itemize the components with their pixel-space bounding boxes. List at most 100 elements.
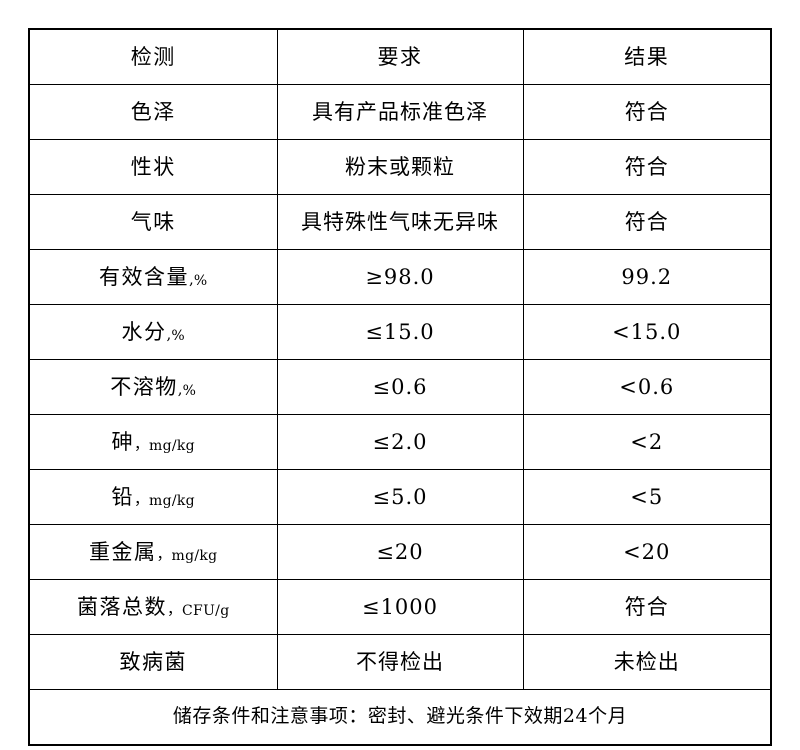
requirement-value: 不得检出 bbox=[356, 649, 444, 674]
cell-requirement: 不得检出 bbox=[276, 634, 524, 690]
item-unit: % bbox=[171, 327, 185, 344]
table-row: 水分,% ≤15.0 <15.0 bbox=[28, 304, 772, 360]
result-value: 符合 bbox=[624, 209, 669, 234]
item-label: 铅 bbox=[111, 484, 135, 509]
item-unit: mg/kg bbox=[149, 437, 195, 454]
cell-item: 致病菌 bbox=[28, 634, 278, 690]
result-value: <20 bbox=[623, 539, 671, 564]
cell-item: 重金属，mg/kg bbox=[28, 524, 278, 580]
cell-item: 菌落总数，CFU/g bbox=[28, 579, 278, 635]
cell-requirement: ≤0.6 bbox=[276, 359, 524, 415]
cell-result: 未检出 bbox=[522, 634, 772, 690]
table-row: 砷，mg/kg ≤2.0 <2 bbox=[28, 414, 772, 470]
cell-item: 水分,% bbox=[28, 304, 278, 360]
cell-item: 气味 bbox=[28, 194, 278, 250]
table-row: 气味 具特殊性气味无异味 符合 bbox=[28, 194, 772, 250]
cell-item: 不溶物,% bbox=[28, 359, 278, 415]
header-label-result: 结果 bbox=[624, 44, 670, 69]
table-row: 不溶物,% ≤0.6 <0.6 bbox=[28, 359, 772, 415]
item-separator: ， bbox=[167, 599, 183, 618]
item-label: 砷 bbox=[111, 429, 135, 454]
cell-result: <0.6 bbox=[522, 359, 772, 415]
result-value: <0.6 bbox=[619, 374, 675, 399]
item-separator: ， bbox=[134, 489, 150, 508]
item-unit: mg/kg bbox=[149, 492, 195, 509]
cell-requirement: ≤20 bbox=[276, 524, 524, 580]
cell-requirement: 具有产品标准色泽 bbox=[276, 84, 524, 140]
result-value: 符合 bbox=[624, 99, 669, 124]
table-body: 检测 要求 结果 色泽 具有产品标准色泽 符合 bbox=[28, 28, 772, 746]
item-label: 气味 bbox=[130, 209, 176, 234]
requirement-value: ≤20 bbox=[376, 539, 424, 564]
cell-requirement: ≤2.0 bbox=[276, 414, 524, 470]
header-cell-item: 检测 bbox=[28, 28, 278, 85]
table-row: 致病菌 不得检出 未检出 bbox=[28, 634, 772, 690]
item-separator: , bbox=[177, 379, 183, 398]
cell-storage-note: 储存条件和注意事项：密封、避光条件下效期24个月 bbox=[28, 689, 772, 746]
header-cell-result: 结果 bbox=[522, 28, 772, 85]
item-separator: , bbox=[166, 324, 172, 343]
cell-result: <2 bbox=[522, 414, 772, 470]
cell-item: 有效含量,% bbox=[28, 249, 278, 305]
item-separator: , bbox=[189, 269, 194, 288]
table-header-row: 检测 要求 结果 bbox=[28, 28, 772, 85]
storage-note-text: 储存条件和注意事项：密封、避光条件下效期24个月 bbox=[172, 705, 628, 728]
table-row: 色泽 具有产品标准色泽 符合 bbox=[28, 84, 772, 140]
table-row: 菌落总数，CFU/g ≤1000 符合 bbox=[28, 579, 772, 635]
cell-result: 符合 bbox=[522, 84, 772, 140]
item-label: 水分 bbox=[121, 319, 167, 344]
item-label: 有效含量 bbox=[99, 264, 190, 289]
cell-result: <15.0 bbox=[522, 304, 772, 360]
header-cell-requirement: 要求 bbox=[276, 28, 524, 85]
requirement-value: 具有产品标准色泽 bbox=[312, 99, 488, 124]
result-value: 符合 bbox=[624, 154, 669, 179]
result-value: 符合 bbox=[624, 594, 669, 619]
result-value: <5 bbox=[630, 484, 664, 509]
item-label: 性状 bbox=[130, 154, 176, 179]
inspection-spec-table: 检测 要求 结果 色泽 具有产品标准色泽 符合 bbox=[28, 28, 772, 746]
item-separator: ， bbox=[134, 434, 150, 453]
result-value: 99.2 bbox=[621, 264, 673, 289]
cell-requirement: ≤15.0 bbox=[276, 304, 524, 360]
item-separator: ， bbox=[156, 544, 172, 563]
cell-requirement: ≥98.0 bbox=[276, 249, 524, 305]
header-label-item: 检测 bbox=[130, 44, 176, 69]
item-label: 致病菌 bbox=[119, 649, 187, 674]
requirement-value: ≤15.0 bbox=[365, 319, 435, 344]
cell-result: 99.2 bbox=[522, 249, 772, 305]
cell-result: 符合 bbox=[522, 194, 772, 250]
requirement-value: ≤5.0 bbox=[372, 484, 428, 509]
cell-requirement: ≤5.0 bbox=[276, 469, 524, 525]
item-unit: % bbox=[193, 272, 208, 289]
item-label: 重金属 bbox=[89, 539, 157, 564]
requirement-value: ≥98.0 bbox=[365, 264, 435, 289]
table-row: 铅，mg/kg ≤5.0 <5 bbox=[28, 469, 772, 525]
requirement-value: 具特殊性气味无异味 bbox=[301, 209, 499, 234]
result-value: <2 bbox=[630, 429, 664, 454]
item-label: 色泽 bbox=[130, 99, 176, 124]
cell-result: 符合 bbox=[522, 579, 772, 635]
result-value: <15.0 bbox=[612, 319, 682, 344]
cell-item: 色泽 bbox=[28, 84, 278, 140]
item-label: 不溶物 bbox=[110, 374, 178, 399]
item-label: 菌落总数 bbox=[77, 594, 168, 619]
requirement-value: ≤2.0 bbox=[372, 429, 428, 454]
table-footer-row: 储存条件和注意事项：密封、避光条件下效期24个月 bbox=[28, 689, 772, 746]
cell-result: <20 bbox=[522, 524, 772, 580]
cell-item: 铅，mg/kg bbox=[28, 469, 278, 525]
cell-requirement: 具特殊性气味无异味 bbox=[276, 194, 524, 250]
cell-requirement: 粉末或颗粒 bbox=[276, 139, 524, 195]
cell-item: 砷，mg/kg bbox=[28, 414, 278, 470]
item-unit: mg/kg bbox=[171, 547, 218, 564]
item-unit: CFU/g bbox=[182, 602, 230, 619]
result-value: 未检出 bbox=[613, 649, 680, 674]
header-label-requirement: 要求 bbox=[377, 44, 423, 69]
table-row: 有效含量,% ≥98.0 99.2 bbox=[28, 249, 772, 305]
requirement-value: ≤0.6 bbox=[372, 374, 428, 399]
table-row: 性状 粉末或颗粒 符合 bbox=[28, 139, 772, 195]
item-unit: % bbox=[182, 382, 197, 399]
cell-requirement: ≤1000 bbox=[276, 579, 524, 635]
requirement-value: ≤1000 bbox=[361, 594, 439, 619]
cell-result: <5 bbox=[522, 469, 772, 525]
